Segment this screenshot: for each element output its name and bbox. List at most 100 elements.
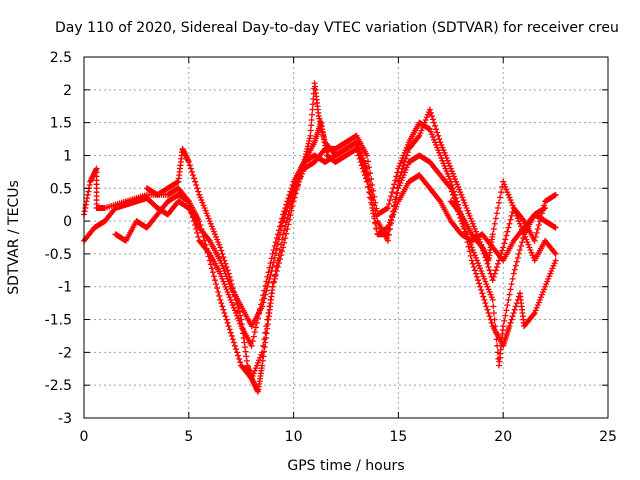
data-point (534, 225, 541, 232)
data-point (272, 267, 279, 274)
data-point (436, 197, 443, 204)
data-point (402, 155, 409, 162)
data-point (468, 257, 475, 264)
data-point (497, 194, 504, 201)
grid-lines (84, 57, 608, 418)
data-point (260, 299, 267, 306)
data-point (216, 292, 223, 299)
data-point (504, 302, 511, 309)
data-point (199, 229, 206, 236)
data-point (391, 202, 398, 209)
data-point (282, 223, 289, 230)
data-point (278, 241, 285, 248)
plot-frame (83, 56, 609, 419)
data-point (490, 225, 497, 232)
data-point (206, 257, 213, 264)
data-point (384, 237, 391, 244)
data-point (280, 231, 287, 238)
data-point (265, 309, 272, 316)
data-point (551, 223, 558, 230)
y-tick-label: 2.5 (50, 50, 72, 66)
data-point (509, 275, 516, 282)
data-point (373, 205, 380, 212)
data-point (234, 300, 241, 307)
data-point (536, 218, 543, 225)
data-point (362, 175, 369, 182)
data-point (283, 219, 290, 226)
y-tick-label: -1.5 (45, 313, 72, 329)
data-point (530, 311, 537, 318)
data-point (552, 250, 559, 257)
data-point (389, 214, 396, 221)
data-point (285, 211, 292, 218)
data-point (236, 355, 243, 362)
data-point (489, 296, 496, 303)
data-point (415, 134, 422, 141)
data-point (266, 275, 273, 282)
data-point (219, 303, 226, 310)
data-point (532, 233, 539, 240)
data-point (281, 214, 288, 221)
data-point (188, 168, 195, 175)
data-point (281, 227, 288, 234)
data-point (237, 312, 244, 319)
data-point (189, 172, 196, 179)
y-tick-label: -2 (58, 345, 72, 361)
data-point (275, 252, 282, 259)
data-point (388, 220, 395, 227)
data-point (484, 306, 491, 313)
data-point (271, 254, 278, 261)
y-tick-label: 1.5 (50, 116, 72, 132)
data-point (284, 215, 291, 222)
data-point (264, 316, 271, 323)
data-point (236, 308, 243, 315)
data-point (501, 240, 508, 247)
data-point (455, 201, 462, 208)
data-point (363, 152, 370, 159)
y-tick-label: 0.5 (50, 181, 72, 197)
data-point (492, 267, 499, 274)
data-point (391, 181, 398, 188)
data-point (262, 291, 269, 298)
data-point (368, 176, 375, 183)
data-point (490, 273, 497, 280)
data-point (269, 250, 276, 257)
series-sat-E (447, 178, 559, 264)
data-point (283, 208, 290, 215)
data-point (551, 192, 558, 199)
data-point (502, 236, 509, 243)
data-point (531, 237, 538, 244)
data-point (395, 178, 402, 185)
data-point (472, 270, 479, 277)
data-point (373, 225, 380, 232)
x-tick-label: 0 (80, 429, 89, 445)
data-point (223, 264, 230, 271)
data-point (220, 254, 227, 261)
data-point (365, 158, 372, 165)
data-point (500, 323, 507, 330)
data-point (237, 359, 244, 366)
data-point (388, 193, 395, 200)
data-point (234, 349, 241, 356)
data-point (502, 312, 509, 319)
data-point (218, 247, 225, 254)
data-point (282, 235, 289, 242)
data-point (463, 234, 470, 241)
data-point (307, 132, 314, 139)
data-point (270, 278, 277, 285)
data-point (280, 218, 287, 225)
data-point (201, 237, 208, 244)
data-point (286, 207, 293, 214)
data-point (227, 329, 234, 336)
data-point (367, 170, 374, 177)
data-point (266, 303, 273, 310)
data-point (513, 258, 520, 265)
data-point (385, 201, 392, 208)
data-point (510, 309, 517, 316)
data-point (192, 178, 199, 185)
data-point (273, 245, 280, 252)
data-point (466, 248, 473, 255)
data-point (499, 247, 506, 254)
data-point (361, 172, 368, 179)
